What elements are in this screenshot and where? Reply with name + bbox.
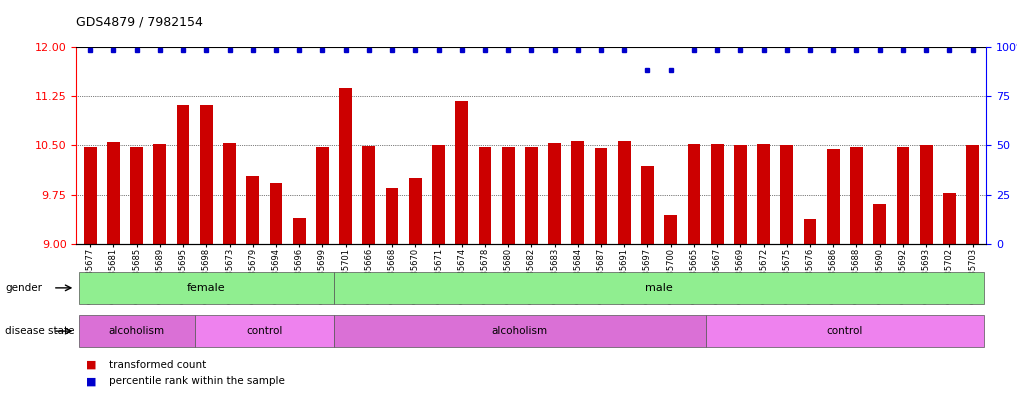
Bar bbox=[316, 147, 328, 244]
Bar bbox=[943, 193, 956, 244]
Bar bbox=[874, 204, 886, 244]
Bar bbox=[919, 145, 933, 244]
Bar bbox=[827, 149, 840, 244]
Bar bbox=[641, 166, 654, 244]
Text: control: control bbox=[827, 326, 863, 336]
Bar bbox=[200, 105, 213, 244]
Bar bbox=[270, 184, 283, 244]
Bar bbox=[194, 315, 334, 347]
Text: ■: ■ bbox=[86, 360, 97, 370]
Text: percentile rank within the sample: percentile rank within the sample bbox=[109, 376, 285, 386]
Bar bbox=[223, 143, 236, 244]
Text: GDS4879 / 7982154: GDS4879 / 7982154 bbox=[76, 16, 203, 29]
Bar bbox=[734, 145, 746, 244]
Bar bbox=[501, 147, 515, 244]
Bar bbox=[595, 148, 607, 244]
Bar bbox=[897, 147, 909, 244]
Bar bbox=[107, 142, 120, 244]
Bar bbox=[78, 272, 334, 304]
Text: female: female bbox=[187, 283, 226, 293]
Bar bbox=[479, 147, 491, 244]
Bar bbox=[334, 272, 984, 304]
Bar bbox=[780, 145, 793, 244]
Bar bbox=[711, 144, 723, 244]
Text: control: control bbox=[246, 326, 283, 336]
Text: ■: ■ bbox=[86, 376, 97, 386]
Bar bbox=[432, 145, 444, 244]
Bar bbox=[803, 219, 817, 244]
Bar bbox=[83, 147, 97, 244]
Bar bbox=[456, 101, 468, 244]
Text: disease state: disease state bbox=[5, 326, 74, 336]
Text: male: male bbox=[645, 283, 673, 293]
Bar bbox=[548, 143, 561, 244]
Bar bbox=[293, 218, 305, 244]
Bar bbox=[850, 147, 862, 244]
Text: alcoholism: alcoholism bbox=[109, 326, 165, 336]
Bar bbox=[154, 144, 166, 244]
Bar bbox=[78, 315, 194, 347]
Bar bbox=[706, 315, 984, 347]
Bar bbox=[334, 315, 706, 347]
Text: alcoholism: alcoholism bbox=[491, 326, 548, 336]
Bar bbox=[130, 147, 143, 244]
Bar bbox=[409, 178, 422, 244]
Bar bbox=[687, 144, 701, 244]
Bar bbox=[966, 145, 979, 244]
Bar bbox=[618, 141, 631, 244]
Bar bbox=[385, 188, 399, 244]
Bar bbox=[340, 88, 352, 244]
Bar bbox=[362, 146, 375, 244]
Bar bbox=[664, 215, 677, 244]
Bar bbox=[177, 105, 189, 244]
Text: transformed count: transformed count bbox=[109, 360, 206, 370]
Bar bbox=[758, 144, 770, 244]
Text: gender: gender bbox=[5, 283, 42, 293]
Bar bbox=[572, 141, 584, 244]
Bar bbox=[525, 147, 538, 244]
Bar bbox=[246, 176, 259, 244]
